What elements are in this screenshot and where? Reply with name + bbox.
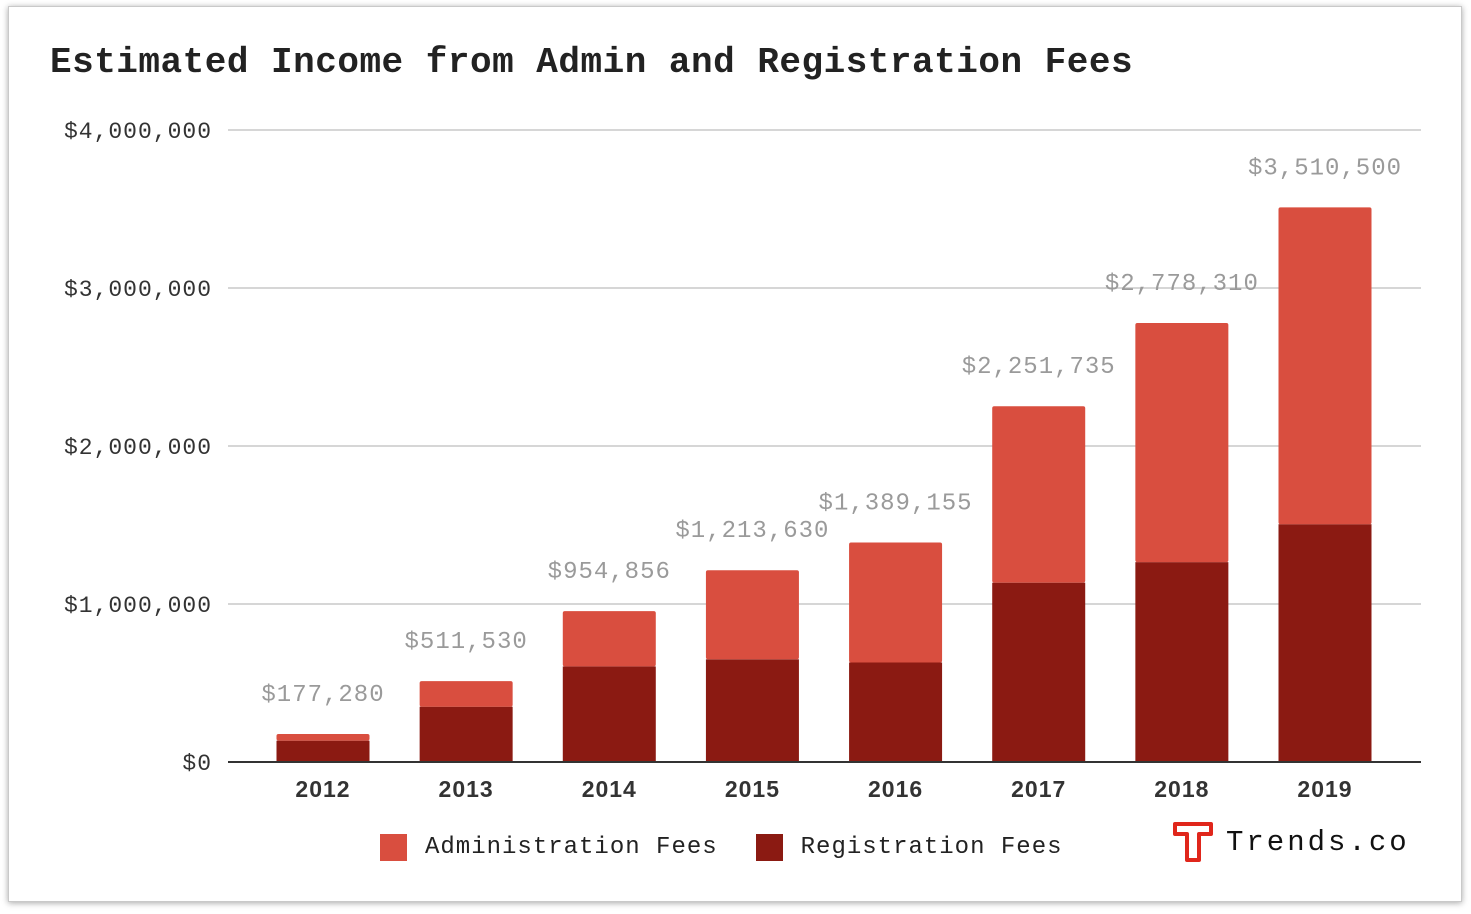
bar-registration-2019 <box>1278 524 1372 762</box>
chart-legend: Administration Fees Registration Fees <box>380 830 1101 864</box>
legend-swatch-registration <box>755 833 783 861</box>
total-label-2016: $1,389,155 <box>819 491 973 518</box>
total-label-2015: $1,213,630 <box>675 518 829 545</box>
total-label-2018: $2,778,310 <box>1105 271 1259 298</box>
legend-item-administration-fees[interactable]: Administration Fees <box>380 833 718 861</box>
y-tick-label: $0 <box>182 751 212 777</box>
legend-label-registration: Registration Fees <box>800 833 1063 861</box>
x-tick-label-2018: 2018 <box>1154 776 1209 802</box>
x-tick-label-2019: 2019 <box>1297 776 1352 802</box>
x-tick-label-2012: 2012 <box>295 776 350 802</box>
bar-administration-2018 <box>1135 323 1229 563</box>
legend-swatch-administration <box>380 833 407 861</box>
x-tick-label-2016: 2016 <box>868 776 923 802</box>
total-label-2013: $511,530 <box>405 629 528 656</box>
x-tick-label-2013: 2013 <box>439 776 494 802</box>
x-tick-label-2015: 2015 <box>725 776 780 802</box>
bar-administration-2012 <box>276 733 370 741</box>
legend-item-registration-fees[interactable]: Registration Fees <box>755 833 1063 861</box>
total-label-2019: $3,510,500 <box>1248 155 1402 182</box>
bar-registration-2018 <box>1135 562 1229 762</box>
trends-t-logo-icon <box>1173 822 1213 862</box>
bar-administration-2014 <box>562 611 656 667</box>
bar-registration-2013 <box>419 706 513 762</box>
bar-administration-2013 <box>419 681 513 707</box>
brand-name: Trends.co <box>1226 825 1410 859</box>
bar-registration-2017 <box>992 582 1086 762</box>
total-label-2017: $2,251,735 <box>962 354 1116 381</box>
bar-registration-2016 <box>849 662 943 762</box>
bar-administration-2016 <box>849 542 943 663</box>
brand-watermark: Trends.co <box>1172 820 1410 864</box>
y-tick-label: $3,000,000 <box>64 277 212 303</box>
bar-registration-2014 <box>562 666 656 762</box>
bar-administration-2019 <box>1278 207 1372 525</box>
y-tick-label: $2,000,000 <box>64 435 212 461</box>
bar-registration-2015 <box>705 659 799 762</box>
total-label-2014: $954,856 <box>548 559 671 586</box>
y-tick-label: $1,000,000 <box>64 593 212 619</box>
x-tick-label-2014: 2014 <box>582 776 637 802</box>
x-tick-label-2017: 2017 <box>1011 776 1066 802</box>
total-label-2012: $177,280 <box>261 682 384 709</box>
legend-label-administration: Administration Fees <box>425 833 718 861</box>
y-tick-label: $4,000,000 <box>64 119 212 145</box>
bar-registration-2012 <box>276 740 370 762</box>
bar-administration-2015 <box>705 570 799 660</box>
bar-administration-2017 <box>992 406 1086 583</box>
chart-title: Estimated Income from Admin and Registra… <box>50 42 1134 83</box>
